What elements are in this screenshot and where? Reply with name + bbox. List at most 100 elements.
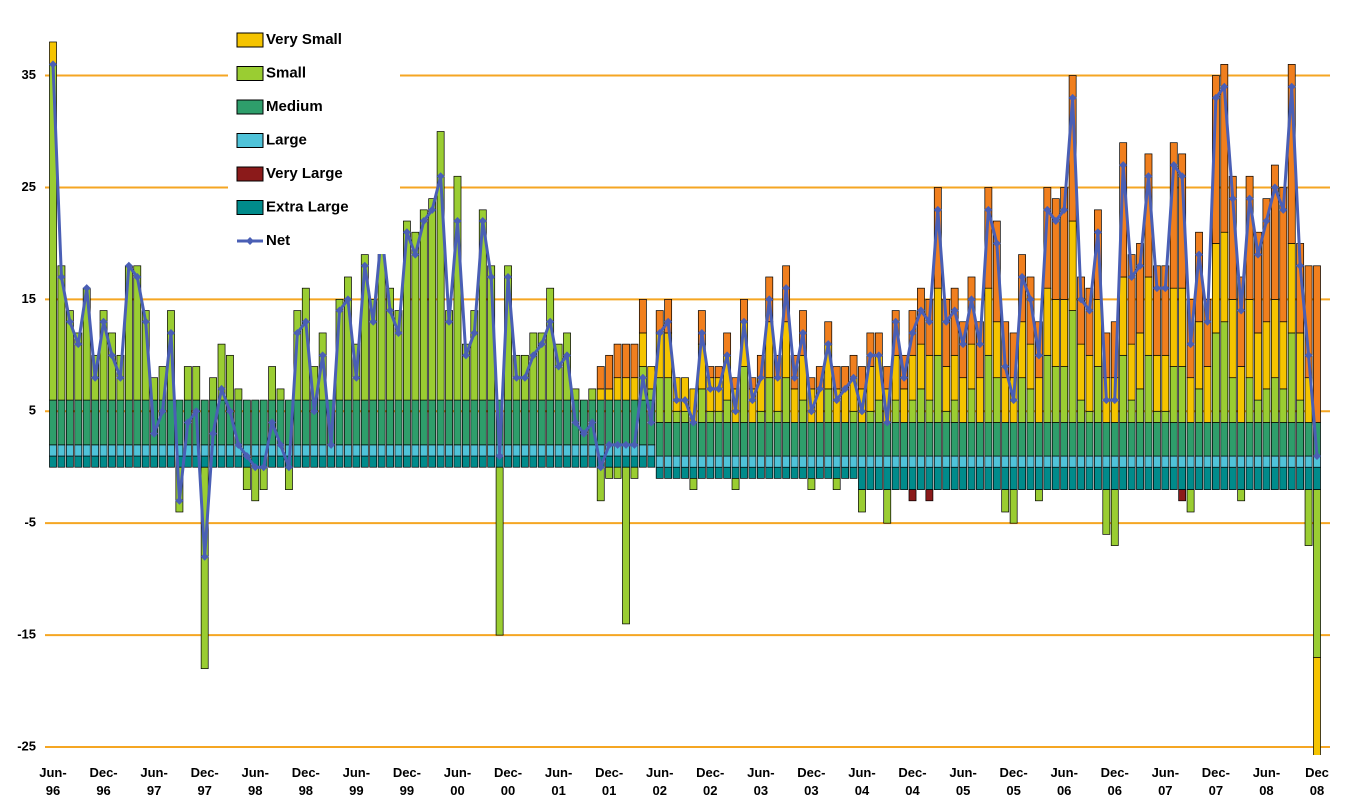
net-marker [360,261,369,270]
bar-segment [765,466,774,479]
bar-segment [967,422,976,457]
bar-segment [655,466,664,479]
bar-segment [1287,422,1296,457]
bar-segment [756,410,765,423]
net-marker [318,351,327,360]
bar-segment [1304,466,1313,490]
bar-segment [933,354,942,423]
bar-segment [832,466,841,479]
bar-segment [1136,332,1144,390]
net-marker [714,384,723,393]
bar-segment [824,466,833,479]
bar-segment [419,455,428,468]
bar-segment [1287,466,1296,490]
net-marker [723,351,732,360]
bar-segment [1203,455,1212,468]
bar-segment [49,444,57,457]
bar-segment [1102,455,1111,468]
bar-segment [242,466,251,490]
net-marker [950,306,959,315]
bar-segment [622,466,630,625]
bar-segment [537,444,546,457]
legend-swatch [236,32,264,48]
bar-segment [1161,410,1170,423]
bar-segment [293,455,302,468]
net-marker [807,407,816,416]
bar-segment [428,198,437,401]
bar-segment [908,466,917,490]
bar-segment [664,455,673,468]
net-marker [1169,161,1178,170]
bar-segment [124,444,133,457]
bar-segment [1304,422,1313,457]
bar-segment [773,455,782,468]
legend-label: Medium [266,98,323,115]
bar-segment [1136,455,1144,468]
bar-segment [108,444,116,457]
bar-segment [933,287,942,356]
net-marker [369,317,378,326]
bar-segment [521,455,529,468]
bar-segment [1220,231,1229,323]
net-marker [563,351,572,360]
net-marker [824,340,833,349]
net-marker [133,272,142,281]
bar-segment [959,466,967,490]
net-marker [992,239,1001,248]
bar-segment [1262,198,1271,323]
bar-segment [57,399,66,446]
bar-segment [1169,466,1178,490]
bar-segment [731,466,740,479]
net-marker [739,317,748,326]
net-marker [756,373,765,382]
bar-segment [984,466,993,490]
bar-segment [301,399,310,446]
net-marker [1051,217,1060,226]
net-marker [849,373,858,382]
net-marker [1304,351,1313,360]
bar-segment [1094,455,1102,468]
bar-segment [765,422,774,457]
net-marker [546,317,555,326]
bar-segment [504,455,512,468]
bar-segment [108,455,116,468]
bar-segment [377,444,386,457]
x-tick-label: Dec-96 [89,765,118,798]
bar-segment [74,444,83,457]
x-tick-label: Jun-01 [544,765,573,798]
bar-segment [697,422,706,457]
net-marker [622,440,631,449]
bar-segment [65,399,74,446]
bar-segment [900,455,908,468]
bar-segment [386,455,394,468]
bar-segment [1296,422,1305,457]
bar-segment [858,466,866,490]
bar-segment [1245,455,1254,468]
bar-segment [1220,466,1229,490]
bar-segment [1220,455,1229,468]
net-marker [1245,194,1254,203]
bar-segment [268,455,276,468]
bar-segment [976,455,984,468]
bar-segment [1195,388,1203,423]
net-marker [1018,272,1027,281]
bar-segment [554,455,563,468]
bar-segment [824,455,833,468]
bar-segment [377,455,386,468]
bar-segment [1195,466,1203,490]
bar-segment [917,343,925,390]
net-marker [975,340,984,349]
bar-segment [344,399,352,446]
bar-segment [883,455,892,468]
bar-segment [453,455,462,468]
bar-segment [1304,455,1313,468]
bar-segment [773,466,782,479]
bar-segment [1178,287,1187,367]
x-tick-label: Dec-97 [190,765,219,798]
bar-segment [596,399,605,446]
bar-segment [394,444,403,457]
bar-segment [706,455,715,468]
bar-segment [1279,455,1288,468]
bar-segment [942,455,951,468]
bar-segment [74,455,83,468]
